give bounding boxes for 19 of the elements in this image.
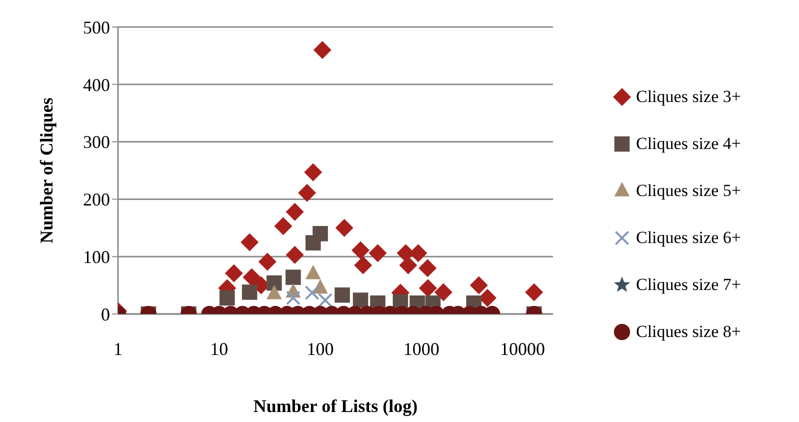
legend-label: Cliques size 3+ — [636, 86, 741, 106]
legend-label: Cliques size 4+ — [636, 134, 741, 154]
x-tick-label: 1 — [114, 338, 122, 359]
y-tick-label: 300 — [83, 132, 110, 152]
y-tick-label: 500 — [83, 17, 110, 38]
y-axis-title: Number of Cliques — [36, 98, 56, 244]
legend-label: Cliques size 7+ — [636, 274, 741, 294]
x-tick-label: 10 — [210, 338, 228, 359]
y-tick-label: 200 — [83, 190, 110, 210]
y-tick-label: 0 — [101, 304, 110, 324]
x-tick-label: 10000 — [500, 338, 546, 359]
x-tick-label: 100 — [306, 338, 334, 359]
legend-label: Cliques size 5+ — [636, 180, 741, 200]
y-tick-label: 100 — [83, 246, 110, 267]
legend-label: Cliques size 6+ — [636, 228, 741, 248]
x-axis-title: Number of Lists (log) — [253, 396, 418, 416]
y-tick-label: 400 — [83, 74, 110, 95]
x-tick-label: 1000 — [403, 338, 440, 359]
legend-label: Cliques size 8+ — [636, 322, 741, 342]
